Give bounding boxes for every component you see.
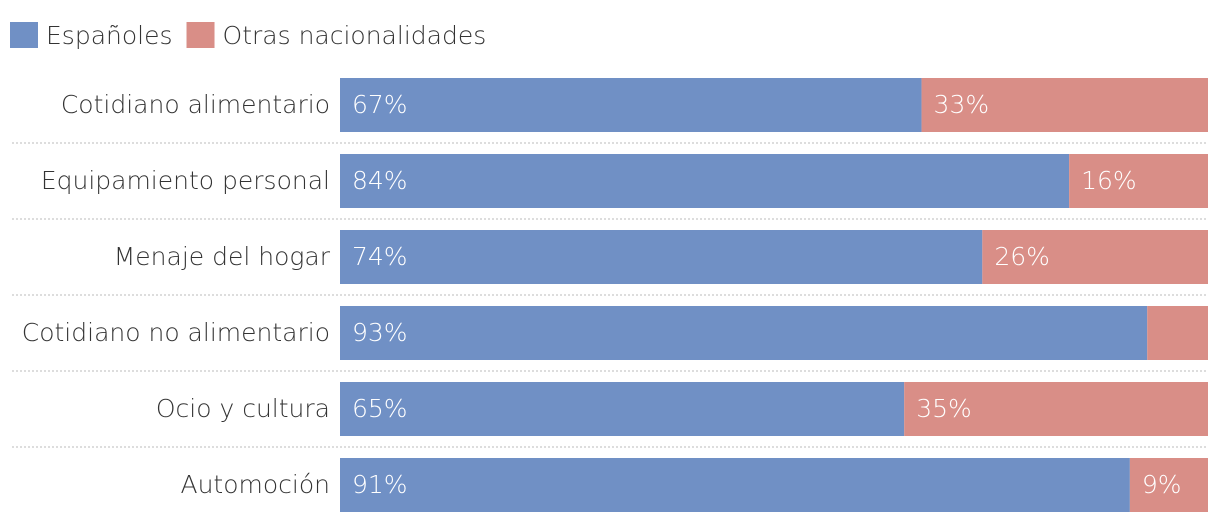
- bar-segment: [1069, 154, 1208, 208]
- value-label: 35%: [916, 394, 972, 423]
- bar-segment: [921, 78, 1208, 132]
- category-label: Ocio y cultura: [156, 394, 330, 423]
- value-label: 26%: [994, 242, 1050, 271]
- bar-segment: [340, 382, 905, 436]
- value-label: 16%: [1081, 166, 1137, 195]
- category-label: Equipamiento personal: [41, 166, 330, 195]
- value-label: 91%: [352, 470, 408, 499]
- category-label: Cotidiano no alimentario: [22, 318, 330, 347]
- value-label: 65%: [352, 394, 408, 423]
- category-label: Menaje del hogar: [114, 242, 331, 271]
- value-label: 67%: [352, 90, 408, 119]
- bar-segment: [340, 458, 1130, 512]
- value-label: 84%: [352, 166, 408, 195]
- bar-segment: [1147, 306, 1208, 360]
- legend-swatch: [10, 22, 38, 48]
- category-label: Cotidiano alimentario: [61, 90, 330, 119]
- bar-segment: [340, 230, 983, 284]
- bar-segment: [340, 78, 922, 132]
- legend-label: Españoles: [46, 21, 173, 50]
- bar-segment: [1129, 458, 1208, 512]
- bar-segment: [904, 382, 1208, 436]
- bar-segment: [340, 154, 1070, 208]
- legend-swatch: [186, 22, 215, 48]
- value-label: 33%: [934, 90, 990, 119]
- value-label: 74%: [352, 242, 408, 271]
- category-label: Automoción: [180, 470, 330, 499]
- value-label: 93%: [352, 318, 408, 347]
- bar-segment: [982, 230, 1208, 284]
- legend-label: Otras nacionalidades: [223, 21, 487, 50]
- value-label: 9%: [1142, 470, 1182, 499]
- bar-segment: [340, 306, 1148, 360]
